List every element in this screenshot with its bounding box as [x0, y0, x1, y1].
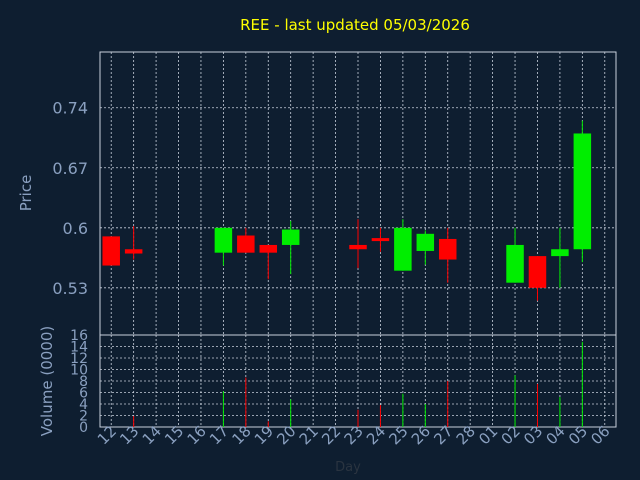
candle-body — [281, 229, 300, 245]
candle-body — [573, 133, 592, 250]
price-tick-label: 0.67 — [52, 159, 88, 178]
candle-body — [214, 227, 233, 253]
volume-tick-label: 10 — [70, 363, 88, 379]
price-axis-ticks: 0.53 0.6 0.67 0.74 — [52, 99, 88, 298]
candle-body — [371, 238, 390, 242]
price-tick-label: 0.53 — [52, 279, 88, 298]
chart-title: REE - last updated 05/03/2026 — [240, 16, 470, 34]
candle-body — [349, 244, 367, 250]
price-tick-label: 0.74 — [52, 99, 88, 118]
candle-body — [416, 233, 435, 251]
candle-body — [394, 227, 412, 271]
x-axis-ticks: 1213141516171819202122232425262728010203… — [94, 422, 614, 448]
candle-body — [124, 249, 143, 254]
volume-tick-label: 12 — [70, 351, 88, 367]
candle-body — [237, 235, 255, 253]
candle-body — [506, 244, 524, 283]
volume-tick-label: 2 — [79, 409, 88, 425]
volume-tick-label: 0 — [79, 420, 88, 436]
candle-body — [259, 244, 278, 253]
volume-tick-label: 4 — [79, 397, 88, 413]
price-axis-label: Price — [17, 175, 35, 212]
candle-body — [438, 238, 457, 260]
volume-bars — [133, 341, 583, 427]
volume-tick-label: 8 — [79, 374, 88, 390]
candle-body — [528, 256, 547, 288]
price-candles — [102, 120, 592, 301]
x-axis-label: Day — [335, 460, 361, 475]
price-panel-grid — [100, 52, 616, 335]
price-tick-label: 0.6 — [63, 219, 88, 238]
candle-body — [102, 236, 120, 266]
volume-tick-label: 14 — [70, 340, 88, 356]
candle-body — [551, 249, 569, 257]
volume-axis-label: Volume (0000) — [38, 326, 56, 436]
volume-tick-label: 16 — [70, 328, 88, 344]
volume-tick-label: 6 — [79, 386, 88, 402]
